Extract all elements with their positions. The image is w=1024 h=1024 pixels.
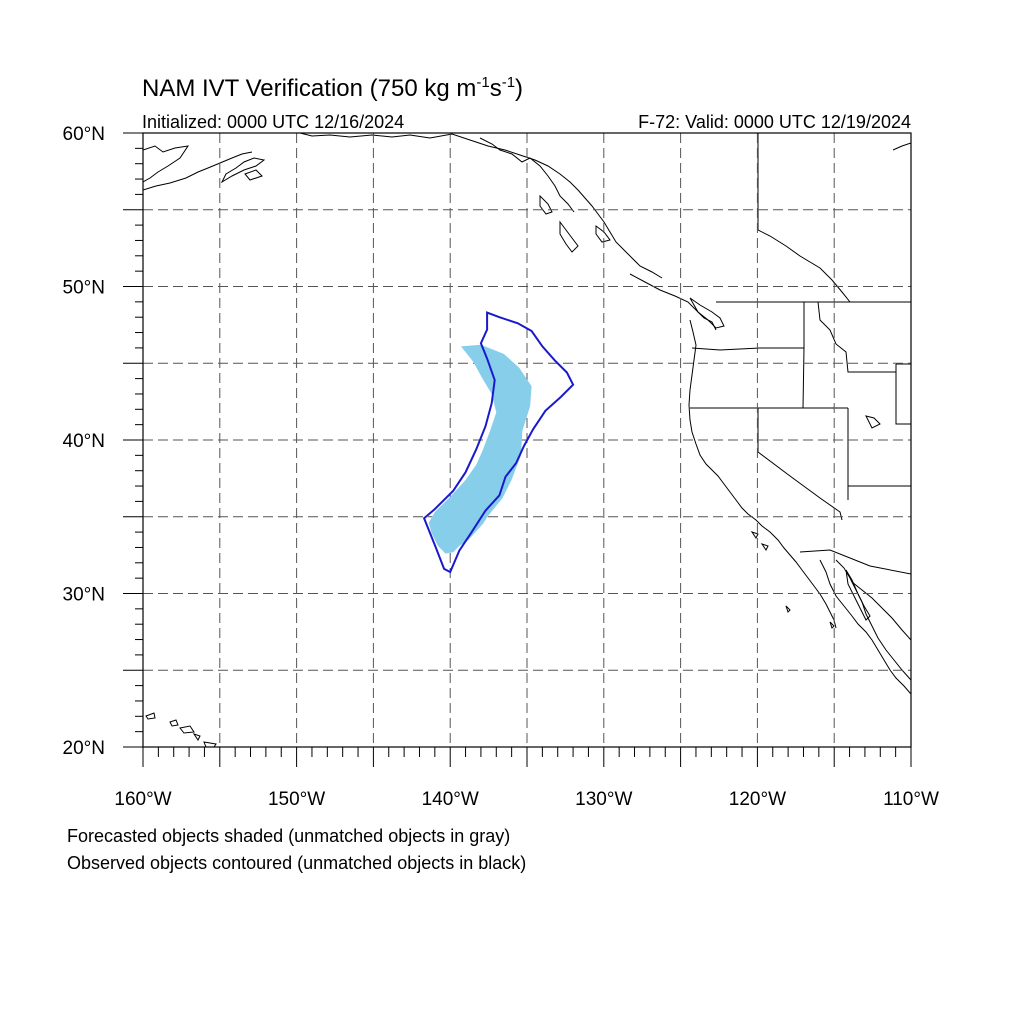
lat-tick-label: 30°N — [63, 585, 105, 606]
map-title: NAM IVT Verification (750 kg m-1s-1) — [142, 74, 523, 102]
lon-tick-label: 150°W — [268, 789, 325, 810]
coastlines — [143, 133, 911, 747]
forecast-legend-note: Forecasted objects shaded (unmatched obj… — [67, 826, 510, 846]
lon-tick-label: 110°W — [883, 789, 939, 810]
forecast-ivt-object — [428, 344, 532, 554]
valid-time-label: F-72: Valid: 0000 UTC 12/19/2024 — [638, 112, 911, 132]
observed-legend-note: Observed objects contoured (unmatched ob… — [67, 853, 526, 873]
lon-tick-label: 130°W — [575, 789, 632, 810]
lon-tick-label: 160°W — [114, 789, 171, 810]
init-time-label: Initialized: 0000 UTC 12/16/2024 — [142, 112, 404, 132]
lat-tick-label: 50°N — [63, 278, 105, 299]
observed-ivt-contour — [422, 311, 575, 574]
lon-tick-label: 120°W — [729, 789, 786, 810]
axis-tick-labels: 160°W 150°W 140°W 130°W 120°W 110°W 20°N 30°N 40… — [63, 124, 939, 810]
lat-tick-label: 20°N — [63, 738, 105, 759]
axis-ticks — [123, 132, 912, 767]
lat-tick-label: 60°N — [63, 124, 105, 145]
lon-tick-label: 140°W — [422, 789, 479, 810]
lat-tick-label: 40°N — [63, 431, 105, 452]
